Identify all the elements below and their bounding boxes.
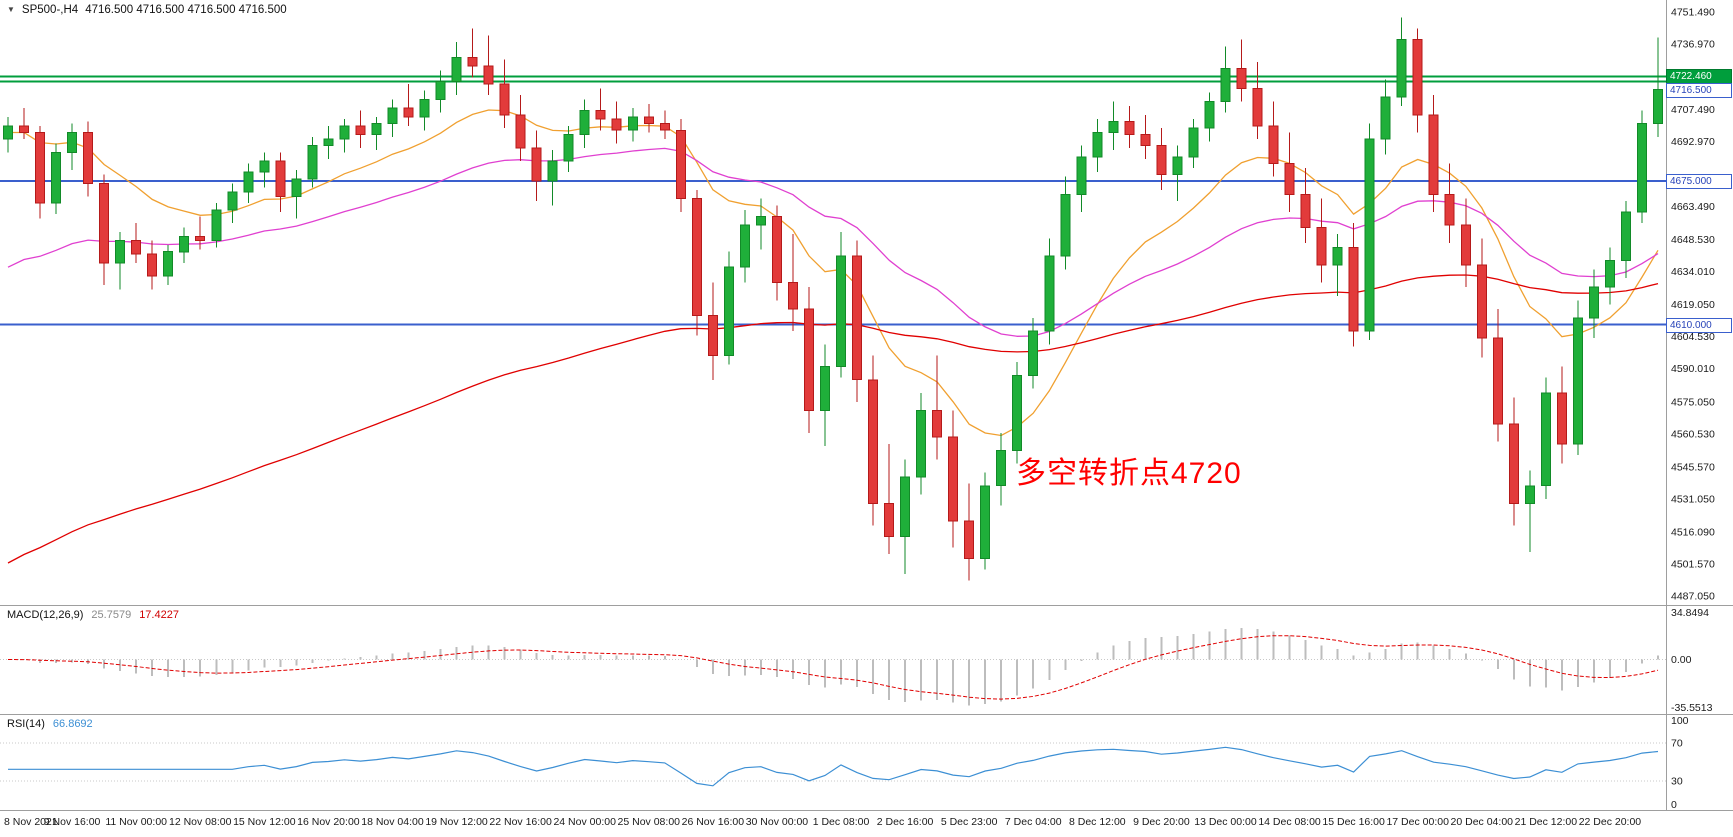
svg-text:4604.530: 4604.530 — [1671, 331, 1715, 343]
svg-text:34.8494: 34.8494 — [1671, 607, 1709, 619]
ma-mid-magenta — [7, 147, 1659, 337]
svg-text:4560.530: 4560.530 — [1671, 428, 1715, 440]
svg-text:18 Nov 04:00: 18 Nov 04:00 — [361, 816, 424, 828]
rsi-value: 66.8692 — [52, 718, 93, 730]
svg-text:7 Dec 04:00: 7 Dec 04:00 — [1005, 816, 1062, 828]
price-axis[interactable] — [1666, 0, 1733, 811]
svg-text:4736.970: 4736.970 — [1671, 39, 1715, 51]
ma-slow-red — [7, 274, 1659, 564]
svg-text:8 Dec 12:00: 8 Dec 12:00 — [1069, 816, 1126, 828]
svg-text:4619.050: 4619.050 — [1671, 299, 1715, 311]
svg-text:17 Dec 00:00: 17 Dec 00:00 — [1386, 816, 1449, 828]
svg-text:30: 30 — [1671, 775, 1683, 787]
svg-text:14 Dec 08:00: 14 Dec 08:00 — [1258, 816, 1321, 828]
svg-text:4590.010: 4590.010 — [1671, 363, 1715, 375]
svg-text:4531.050: 4531.050 — [1671, 493, 1715, 505]
support-line-badge-4610[interactable]: 4610.000 — [1666, 318, 1732, 333]
svg-text:0.00: 0.00 — [1671, 654, 1692, 666]
svg-text:9 Nov 16:00: 9 Nov 16:00 — [44, 816, 101, 828]
svg-text:21 Dec 12:00: 21 Dec 12:00 — [1515, 816, 1578, 828]
candles — [3, 17, 1663, 581]
svg-text:26 Nov 16:00: 26 Nov 16:00 — [682, 816, 745, 828]
svg-text:20 Dec 04:00: 20 Dec 04:00 — [1451, 816, 1514, 828]
svg-text:4648.530: 4648.530 — [1671, 234, 1715, 246]
svg-text:22 Dec 20:00: 22 Dec 20:00 — [1579, 816, 1642, 828]
svg-text:4516.090: 4516.090 — [1671, 526, 1715, 538]
svg-text:16 Nov 20:00: 16 Nov 20:00 — [297, 816, 360, 828]
ma-fast-orange — [8, 109, 1659, 437]
svg-text:4634.010: 4634.010 — [1671, 266, 1715, 278]
ohlc-values: 4716.500 4716.500 4716.500 4716.500 — [85, 4, 287, 16]
svg-text:22 Nov 16:00: 22 Nov 16:00 — [489, 816, 552, 828]
macd-main-value: 25.7579 — [91, 609, 132, 621]
macd-histogram — [23, 627, 1659, 706]
svg-text:15 Nov 12:00: 15 Nov 12:00 — [233, 816, 296, 828]
svg-text:4707.490: 4707.490 — [1671, 104, 1715, 116]
svg-text:2 Dec 16:00: 2 Dec 16:00 — [877, 816, 934, 828]
rsi-indicator-label: RSI(14) 66.8692 — [7, 718, 93, 730]
macd-indicator-label: MACD(12,26,9) 25.7579 17.4227 — [7, 609, 179, 621]
svg-text:24 Nov 00:00: 24 Nov 00:00 — [553, 816, 616, 828]
svg-text:0: 0 — [1671, 799, 1677, 811]
chart-title-overlay: ▼ SP500-,H4 4716.500 4716.500 4716.500 4… — [7, 4, 287, 16]
svg-text:70: 70 — [1671, 738, 1683, 750]
rsi-name: RSI(14) — [7, 718, 45, 730]
svg-text:9 Dec 20:00: 9 Dec 20:00 — [1133, 816, 1190, 828]
svg-text:4751.490: 4751.490 — [1671, 7, 1715, 19]
svg-text:4692.970: 4692.970 — [1671, 136, 1715, 148]
svg-text:100: 100 — [1671, 715, 1689, 727]
svg-text:11 Nov 00:00: 11 Nov 00:00 — [105, 816, 167, 828]
svg-text:-35.5513: -35.5513 — [1671, 702, 1713, 714]
svg-text:4545.570: 4545.570 — [1671, 461, 1715, 473]
svg-text:4575.050: 4575.050 — [1671, 396, 1715, 408]
time-axis[interactable] — [0, 811, 1733, 837]
svg-text:30 Nov 00:00: 30 Nov 00:00 — [746, 816, 809, 828]
svg-text:4487.050: 4487.050 — [1671, 591, 1715, 603]
support-line-badge-4675[interactable]: 4675.000 — [1666, 174, 1732, 189]
macd-signal-value: 17.4227 — [139, 609, 179, 621]
svg-text:25 Nov 08:00: 25 Nov 08:00 — [618, 816, 681, 828]
rsi-line — [8, 746, 1659, 787]
chart-text-annotation[interactable]: 多空转折点4720 — [1016, 457, 1242, 490]
svg-text:12 Nov 08:00: 12 Nov 08:00 — [169, 816, 232, 828]
svg-text:4663.490: 4663.490 — [1671, 201, 1715, 213]
symbol-period-label: SP500-,H4 — [21, 4, 79, 16]
svg-text:5 Dec 23:00: 5 Dec 23:00 — [941, 816, 998, 828]
svg-text:1 Dec 08:00: 1 Dec 08:00 — [813, 816, 870, 828]
svg-text:13 Dec 00:00: 13 Dec 00:00 — [1194, 816, 1257, 828]
svg-text:15 Dec 16:00: 15 Dec 16:00 — [1322, 816, 1385, 828]
svg-text:4501.570: 4501.570 — [1671, 558, 1715, 570]
svg-text:19 Nov 12:00: 19 Nov 12:00 — [425, 816, 488, 828]
macd-signal-line — [7, 635, 1659, 700]
collapse-chevron-icon[interactable]: ▼ — [7, 5, 15, 14]
current-price-badge: 4716.500 — [1666, 83, 1732, 98]
svg-text:8 Nov 2021: 8 Nov 2021 — [4, 816, 58, 828]
macd-name: MACD(12,26,9) — [7, 609, 84, 621]
